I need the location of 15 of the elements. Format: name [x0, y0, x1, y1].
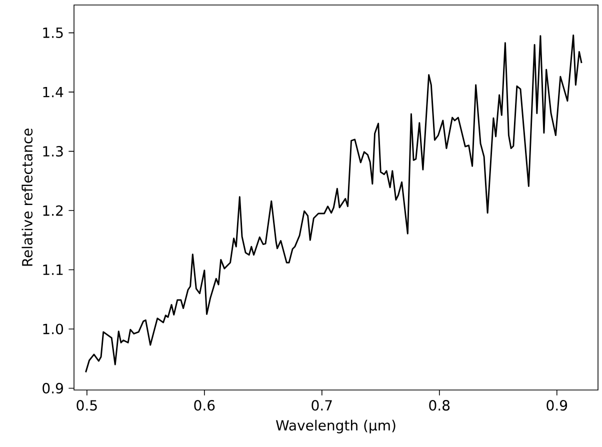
y-tick-label: 0.9 [42, 382, 63, 394]
y-tick-label: 1.2 [43, 205, 63, 216]
x-axis-title: Wavelength (μm) [276, 420, 396, 434]
y-tick-label: 1.4 [43, 86, 64, 98]
x-tick-label: 0.6 [194, 400, 215, 411]
x-tick-label: 0.9 [546, 400, 568, 411]
y-tick-label: 1.3 [43, 146, 63, 157]
x-tick-label: 0.8 [429, 400, 450, 411]
y-tick-label: 1.1 [43, 264, 63, 275]
x-tick-label: 0.5 [76, 400, 97, 411]
x-tick-label: 0.7 [312, 400, 332, 411]
y-tick-label: 1.5 [43, 28, 63, 38]
line-series [85, 34, 582, 373]
y-axis-title: Relative reflectance [22, 128, 33, 266]
y-tick-label: 1.0 [43, 324, 64, 334]
